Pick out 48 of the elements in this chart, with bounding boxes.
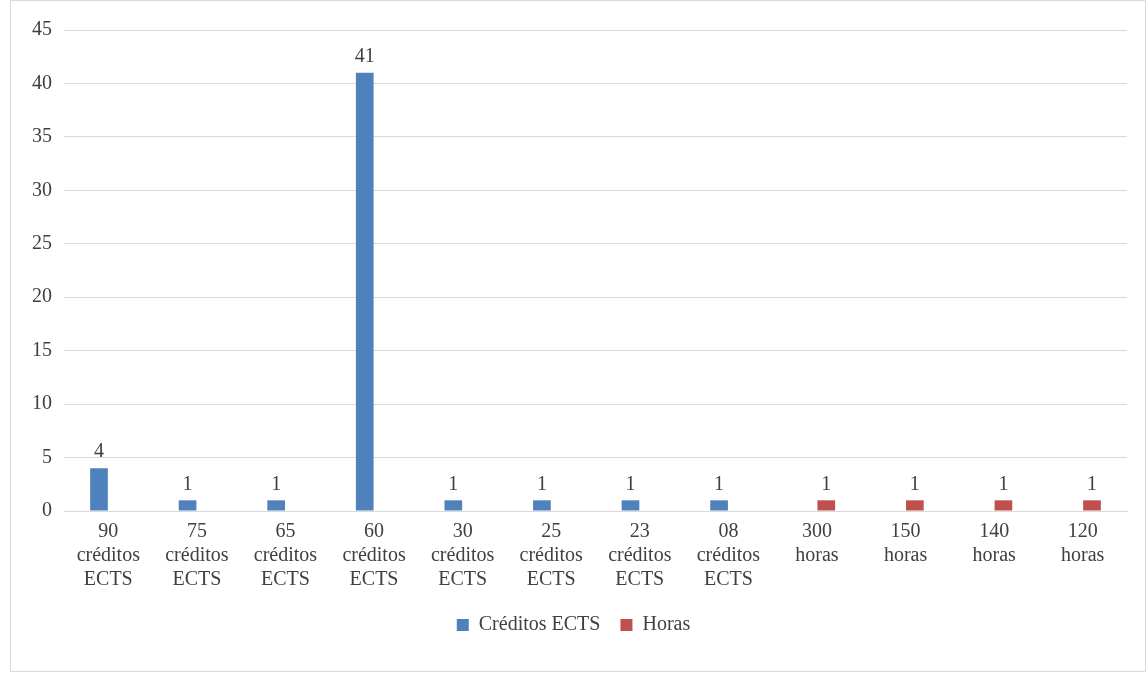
y-tick-label: 10: [32, 391, 52, 414]
bar: [90, 468, 108, 511]
x-tick-label: 25 créditos ECTS: [519, 519, 584, 590]
y-tick-label: 25: [32, 231, 52, 254]
bar: [994, 500, 1013, 511]
x-tick-label: 08 créditos ECTS: [696, 519, 761, 590]
y-tick-label: 30: [32, 177, 52, 200]
bar: [178, 500, 197, 511]
y-tick-label: 0: [42, 498, 52, 521]
data-label: 1: [998, 471, 1009, 494]
data-label: 1: [821, 471, 832, 494]
legend-label: Créditos ECTS: [478, 612, 601, 635]
x-tick-label: 60 créditos ECTS: [342, 519, 406, 590]
x-tick-label: 300 horas: [795, 519, 839, 566]
data-label: 1: [909, 471, 920, 494]
y-tick-label: 15: [32, 337, 52, 360]
bar: [1083, 500, 1101, 511]
y-tick-label: 45: [32, 17, 52, 40]
x-tick-label: 120 horas: [1061, 519, 1105, 566]
data-label: 1: [536, 471, 547, 494]
x-tick-label: 90 créditos ECTS: [76, 519, 141, 590]
legend-label: Horas: [642, 612, 691, 635]
x-tick-label: 150 horas: [883, 519, 928, 566]
x-tick-label: 75 créditos ECTS: [165, 519, 229, 590]
x-tick-label: 140 horas: [972, 519, 1016, 566]
y-tick-label: 20: [32, 284, 52, 307]
data-label: 1: [182, 471, 193, 494]
bar: [817, 500, 836, 511]
bar: [533, 500, 551, 511]
x-tick-label: 30 créditos ECTS: [430, 519, 495, 590]
x-tick-label: 23 créditos ECTS: [608, 519, 672, 590]
data-label: 1: [448, 471, 459, 494]
data-label: 1: [1087, 471, 1098, 494]
bar: [267, 500, 285, 511]
bar: [444, 500, 463, 511]
data-label: 1: [714, 471, 725, 494]
data-label: 4: [93, 439, 104, 462]
x-tick-label: 65 créditos ECTS: [253, 519, 318, 590]
bar: [906, 500, 924, 511]
y-tick-label: 35: [32, 124, 52, 147]
bar: [710, 500, 728, 511]
y-tick-label: 5: [42, 444, 52, 467]
y-tick-label: 40: [32, 70, 52, 93]
data-label: 1: [271, 471, 282, 494]
data-label: 1: [625, 471, 636, 494]
bar: [355, 72, 374, 511]
bar: [621, 500, 640, 511]
data-label: 41: [354, 44, 375, 67]
